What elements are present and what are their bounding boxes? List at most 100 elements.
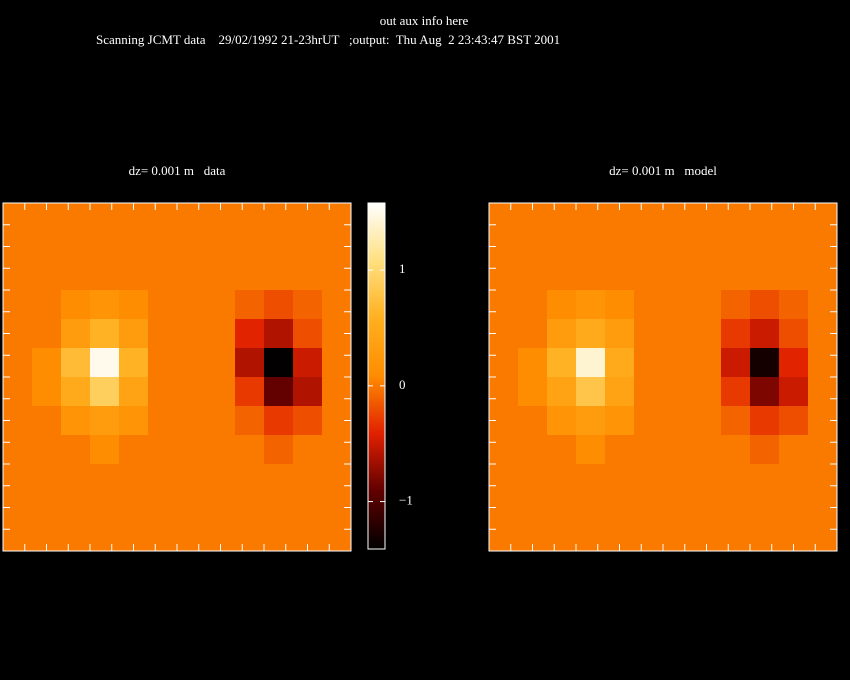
heatmap-cell xyxy=(634,290,664,320)
heatmap-cell xyxy=(605,435,635,465)
heatmap-cell xyxy=(721,203,751,233)
heatmap-cell xyxy=(206,435,236,465)
heatmap-cell xyxy=(692,435,722,465)
heatmap-cell xyxy=(61,319,91,349)
heatmap-cell xyxy=(264,319,294,349)
heatmap-cell xyxy=(663,522,693,552)
heatmap-cell xyxy=(235,232,265,262)
heatmap-cell xyxy=(663,290,693,320)
heatmap-cell xyxy=(90,406,120,436)
heatmap-cell xyxy=(518,435,548,465)
heatmap-cell xyxy=(547,348,577,378)
heatmap-cell xyxy=(663,319,693,349)
heatmap-cell xyxy=(206,232,236,262)
heatmap-cell xyxy=(605,261,635,291)
heatmap-cell xyxy=(605,319,635,349)
heatmap-cell xyxy=(322,348,352,378)
heatmap-cell xyxy=(750,203,780,233)
heatmap-cell xyxy=(576,493,606,523)
heatmap-cell xyxy=(206,493,236,523)
heatmap-cell xyxy=(750,464,780,494)
heatmap-cell xyxy=(518,290,548,320)
heatmap-cell xyxy=(779,290,809,320)
heatmap-cell xyxy=(576,319,606,349)
heatmap-cell xyxy=(3,522,33,552)
heatmap-cell xyxy=(119,348,149,378)
heatmap-cell xyxy=(634,348,664,378)
heatmap-cell xyxy=(206,290,236,320)
heatmap-cell xyxy=(692,406,722,436)
heatmap-cell xyxy=(293,261,323,291)
heatmap-cell xyxy=(721,406,751,436)
heatmap-cell xyxy=(779,435,809,465)
heatmap-cell xyxy=(293,464,323,494)
heatmap-cell xyxy=(119,319,149,349)
heatmap-cell xyxy=(264,203,294,233)
heatmap-cell xyxy=(634,493,664,523)
heatmap-cell xyxy=(90,493,120,523)
heatmap-cell xyxy=(576,290,606,320)
heatmap-cell xyxy=(663,435,693,465)
heatmap-cell xyxy=(148,406,178,436)
heatmap-cell xyxy=(692,348,722,378)
heatmap-cell xyxy=(177,493,207,523)
heatmap-cell xyxy=(61,377,91,407)
heatmap-cell xyxy=(692,261,722,291)
heatmap-cell xyxy=(293,290,323,320)
heatmap-cell xyxy=(293,377,323,407)
heatmap-cell xyxy=(663,493,693,523)
heatmap-cell xyxy=(264,464,294,494)
heatmap-cell xyxy=(547,435,577,465)
heatmap-cell xyxy=(32,377,62,407)
heatmap-cell xyxy=(721,319,751,349)
header-line: Scanning JCMT data 29/02/1992 21-23hrUT … xyxy=(96,32,560,47)
heatmap-cell xyxy=(692,290,722,320)
heatmap-cell xyxy=(808,435,838,465)
heatmap-cell xyxy=(32,464,62,494)
heatmap-cell xyxy=(32,493,62,523)
heatmap-cell xyxy=(779,377,809,407)
heatmap-cell xyxy=(61,348,91,378)
heatmap-cell xyxy=(119,493,149,523)
heatmap-cell xyxy=(61,290,91,320)
heatmap-cell xyxy=(576,464,606,494)
heatmap-cell xyxy=(3,348,33,378)
heatmap-cell xyxy=(148,203,178,233)
heatmap-cell xyxy=(3,290,33,320)
heatmap-cell xyxy=(177,232,207,262)
heatmap-cell xyxy=(750,319,780,349)
heatmap-cell xyxy=(547,493,577,523)
heatmap-cell xyxy=(119,232,149,262)
heatmap-cell xyxy=(148,261,178,291)
heatmap-cell xyxy=(576,377,606,407)
heatmap-cell xyxy=(721,522,751,552)
heatmap-cell xyxy=(576,203,606,233)
heatmap-cell xyxy=(148,232,178,262)
heatmap-cell xyxy=(605,464,635,494)
heatmap-cell xyxy=(293,435,323,465)
heatmap-cell xyxy=(605,232,635,262)
heatmap-cell xyxy=(721,232,751,262)
colorbar-tick-label: 0 xyxy=(399,377,406,392)
heatmap-cell xyxy=(808,522,838,552)
heatmap-cell xyxy=(518,319,548,349)
heatmap-cell xyxy=(576,435,606,465)
heatmap-cell xyxy=(119,377,149,407)
heatmap-cell xyxy=(322,203,352,233)
heatmap-cell xyxy=(322,377,352,407)
heatmap-cell xyxy=(206,348,236,378)
heatmap-cell xyxy=(235,522,265,552)
heatmap-cell xyxy=(90,319,120,349)
heatmap-cell xyxy=(489,464,519,494)
heatmap-cell xyxy=(177,406,207,436)
heatmap-cell xyxy=(721,493,751,523)
heatmap-cell xyxy=(634,464,664,494)
heatmap-cell xyxy=(779,348,809,378)
heatmap-cell xyxy=(489,203,519,233)
heatmap-cell xyxy=(61,203,91,233)
heatmap-cell xyxy=(293,493,323,523)
heatmap-cell xyxy=(32,348,62,378)
heatmap-cell xyxy=(692,377,722,407)
heatmap-cell xyxy=(750,348,780,378)
